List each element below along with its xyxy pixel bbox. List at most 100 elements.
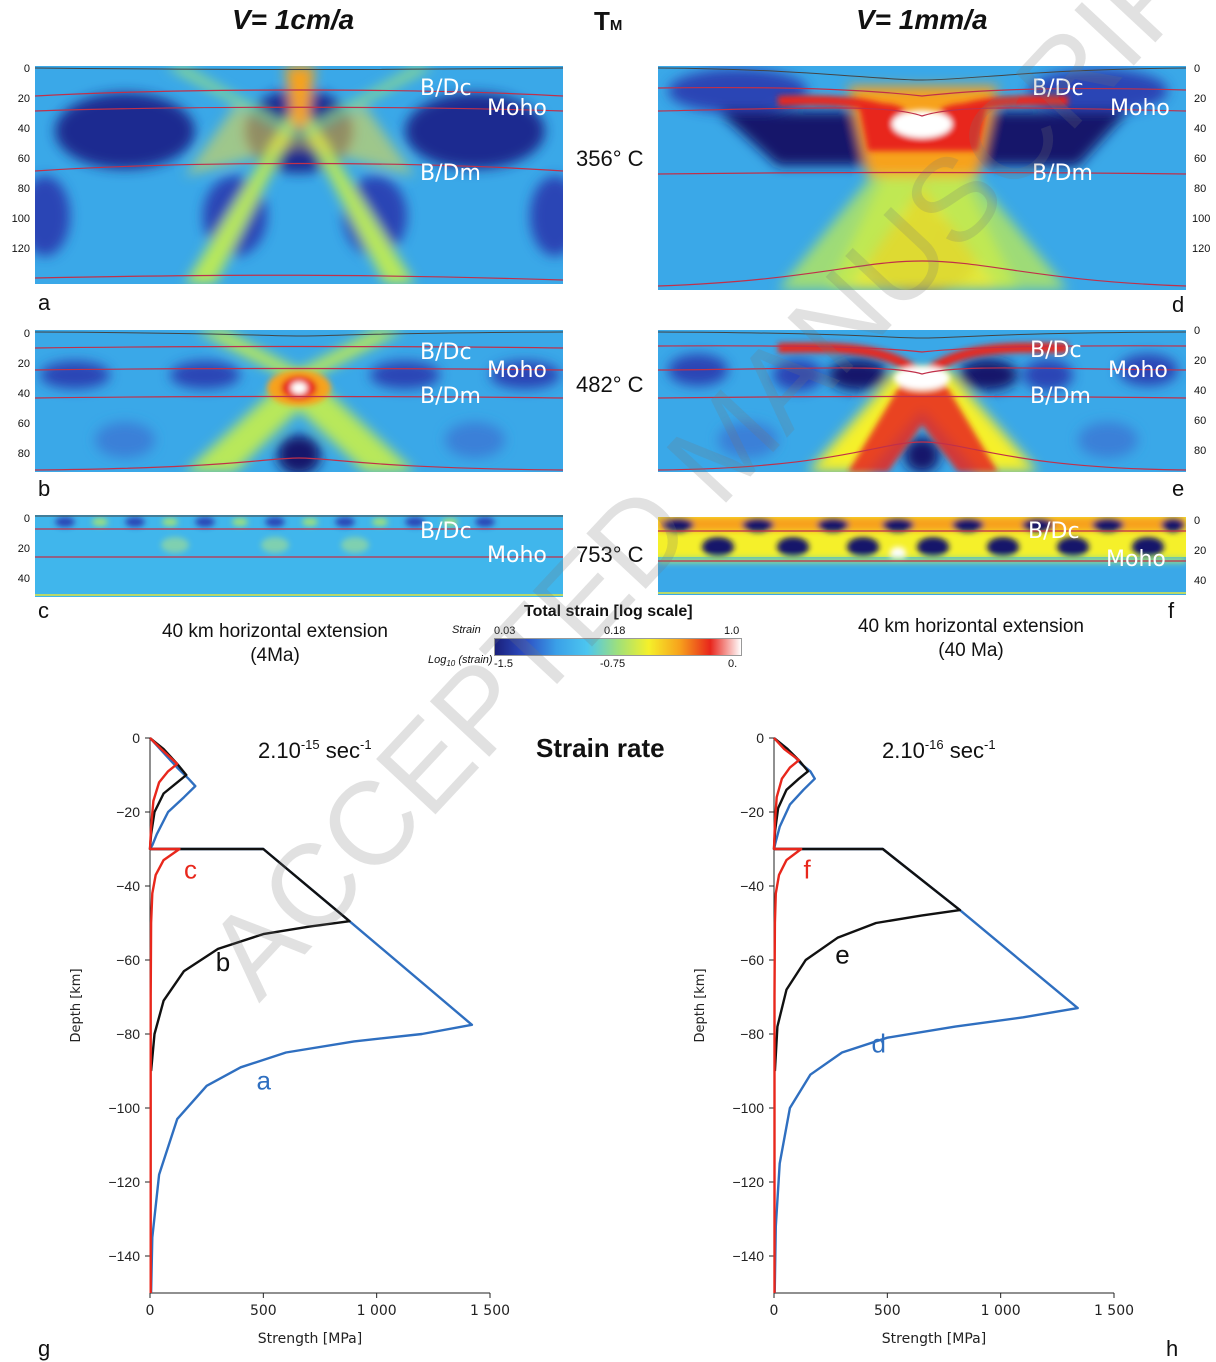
strain-panel-f: B/Dc Moho — [658, 517, 1186, 595]
y-tick-label: 0 — [756, 730, 764, 746]
y-tick-label: −20 — [116, 804, 140, 820]
ytick: 120 — [1192, 243, 1211, 255]
extension-note-right: 40 km horizontal extension (40 Ma) — [836, 615, 1106, 663]
x-tick-label: 0 — [146, 1303, 155, 1319]
ytick: 40 — [1194, 385, 1207, 397]
x-tick-label: 1 500 — [1094, 1303, 1134, 1319]
colorbar-row1-mid: 0.18 — [604, 625, 626, 637]
y-tick-label: −140 — [732, 1248, 764, 1264]
temperature-label: 356° C — [576, 146, 644, 171]
strain-field-a — [35, 66, 563, 284]
ytick: 40 — [17, 123, 30, 135]
series-line-f — [772, 737, 803, 1293]
strain-panel-e: B/Dc Moho B/Dm — [658, 330, 1186, 472]
curve-label-a: a — [257, 1066, 272, 1096]
ytick: 20 — [1194, 545, 1207, 557]
panel-letter-d: d — [1172, 292, 1185, 317]
ytick: 120 — [11, 243, 30, 255]
ytick: 20 — [1194, 355, 1207, 367]
ytick: 40 — [17, 573, 30, 585]
colorbar-row2-max: 0. — [728, 658, 738, 670]
y-tick-label: −140 — [108, 1248, 140, 1264]
ytick: 20 — [17, 93, 30, 105]
extension-line1: 40 km horizontal extension — [857, 616, 1084, 637]
label-bdc: B/Dc — [1032, 76, 1084, 101]
label-moho: Moho — [487, 543, 547, 568]
extension-line1: 40 km horizontal extension — [161, 621, 388, 642]
label-bdm: B/Dm — [420, 384, 481, 409]
ytick: 40 — [1194, 575, 1207, 587]
extension-line2: (40 Ma) — [938, 640, 1004, 661]
colorbar-row1-max: 1.0 — [724, 625, 740, 637]
panel-letter-g: g — [38, 1336, 51, 1361]
colorbar-row2-label: Log10 (strain) — [428, 654, 493, 668]
label-bdc: B/Dc — [420, 519, 472, 544]
x-tick-label: 500 — [250, 1303, 277, 1319]
label-bdc: B/Dc — [1030, 338, 1082, 363]
log-text: Log — [428, 654, 447, 666]
y-tick-label: −40 — [740, 878, 764, 894]
label-moho: Moho — [1106, 547, 1166, 572]
y-tick-label: −40 — [116, 878, 140, 894]
ytick: 100 — [1192, 213, 1211, 225]
strain-panel-b: B/Dc Moho B/Dm — [35, 330, 563, 472]
strain-field-f — [658, 517, 1186, 595]
curve-label-f: f — [803, 855, 811, 885]
curve-label-b: b — [216, 947, 230, 977]
panel-letter-h: h — [1166, 1336, 1179, 1361]
curve-label-d: d — [871, 1029, 885, 1059]
ytick: 20 — [17, 358, 30, 370]
ytick: 0 — [23, 513, 30, 525]
y-axis-label: Depth [km] — [693, 968, 708, 1042]
panel-letter-a: a — [38, 290, 51, 315]
y-tick-label: −100 — [732, 1100, 764, 1116]
colorbar-row2-min: -1.5 — [494, 658, 513, 670]
x-tick-label: 1 000 — [981, 1303, 1021, 1319]
panel-letter-f: f — [1168, 598, 1175, 623]
x-tick-label: 0 — [770, 1303, 779, 1319]
colorbar-title: Total strain [log scale] — [524, 603, 693, 620]
ytick: 20 — [1194, 93, 1207, 105]
colorbar-gradient — [494, 638, 742, 656]
tm-subscript: M — [609, 17, 623, 34]
label-bdm: B/Dm — [1032, 161, 1093, 186]
curve-label-c: c — [184, 855, 197, 885]
extension-note-left: 40 km horizontal extension (4Ma) — [140, 620, 410, 668]
tm-main: T — [594, 6, 610, 36]
log-sub: 10 — [446, 659, 456, 669]
y-tick-label: −60 — [116, 952, 140, 968]
panel-letter-b: b — [38, 476, 51, 501]
center-column-title: TM — [594, 6, 622, 37]
label-bdc: B/Dc — [420, 76, 472, 101]
x-axis-label: Strength [MPa] — [258, 1331, 362, 1347]
strain-field-c — [35, 515, 563, 597]
x-tick-label: 1 500 — [470, 1303, 510, 1319]
ytick: 0 — [1194, 325, 1201, 337]
ytick: 80 — [17, 183, 30, 195]
y-tick-label: −80 — [740, 1026, 764, 1042]
ytick: 0 — [23, 328, 30, 340]
strength-chart-g: 0 −20 −40 −60 −80 −100 −120 −140 0 500 1 000 1 500 S… — [69, 730, 510, 1347]
y-tick-label: −120 — [108, 1174, 140, 1190]
series-line-c — [148, 737, 181, 1293]
y-tick-label: −120 — [732, 1174, 764, 1190]
x-tick-label: 1 000 — [357, 1303, 397, 1319]
label-bdm: B/Dm — [420, 161, 481, 186]
ytick: 60 — [17, 153, 30, 165]
label-moho: Moho — [487, 358, 547, 383]
strain-field-e — [658, 330, 1186, 472]
colorbar-row1-label: Strain — [452, 624, 481, 636]
log-suffix: (strain) — [455, 654, 493, 666]
ytick: 80 — [17, 448, 30, 460]
temperature-label: 482° C — [576, 372, 644, 397]
right-column-title: V= 1mm/a — [856, 4, 988, 35]
strength-chart-h: 0 −20 −40 −60 −80 −100 −120 −140 0 500 1 000 1 500 S… — [693, 730, 1134, 1347]
y-tick-label: 0 — [132, 730, 140, 746]
strain-panel-d: B/Dc Moho B/Dm — [658, 66, 1186, 290]
strain-rate-title: Strain rate — [536, 733, 665, 763]
panel-letter-e: e — [1172, 476, 1185, 501]
label-bdc: B/Dc — [1028, 519, 1080, 544]
series-line-e — [772, 737, 962, 1072]
strain-field-d — [658, 66, 1186, 290]
ytick: 80 — [1194, 445, 1207, 457]
